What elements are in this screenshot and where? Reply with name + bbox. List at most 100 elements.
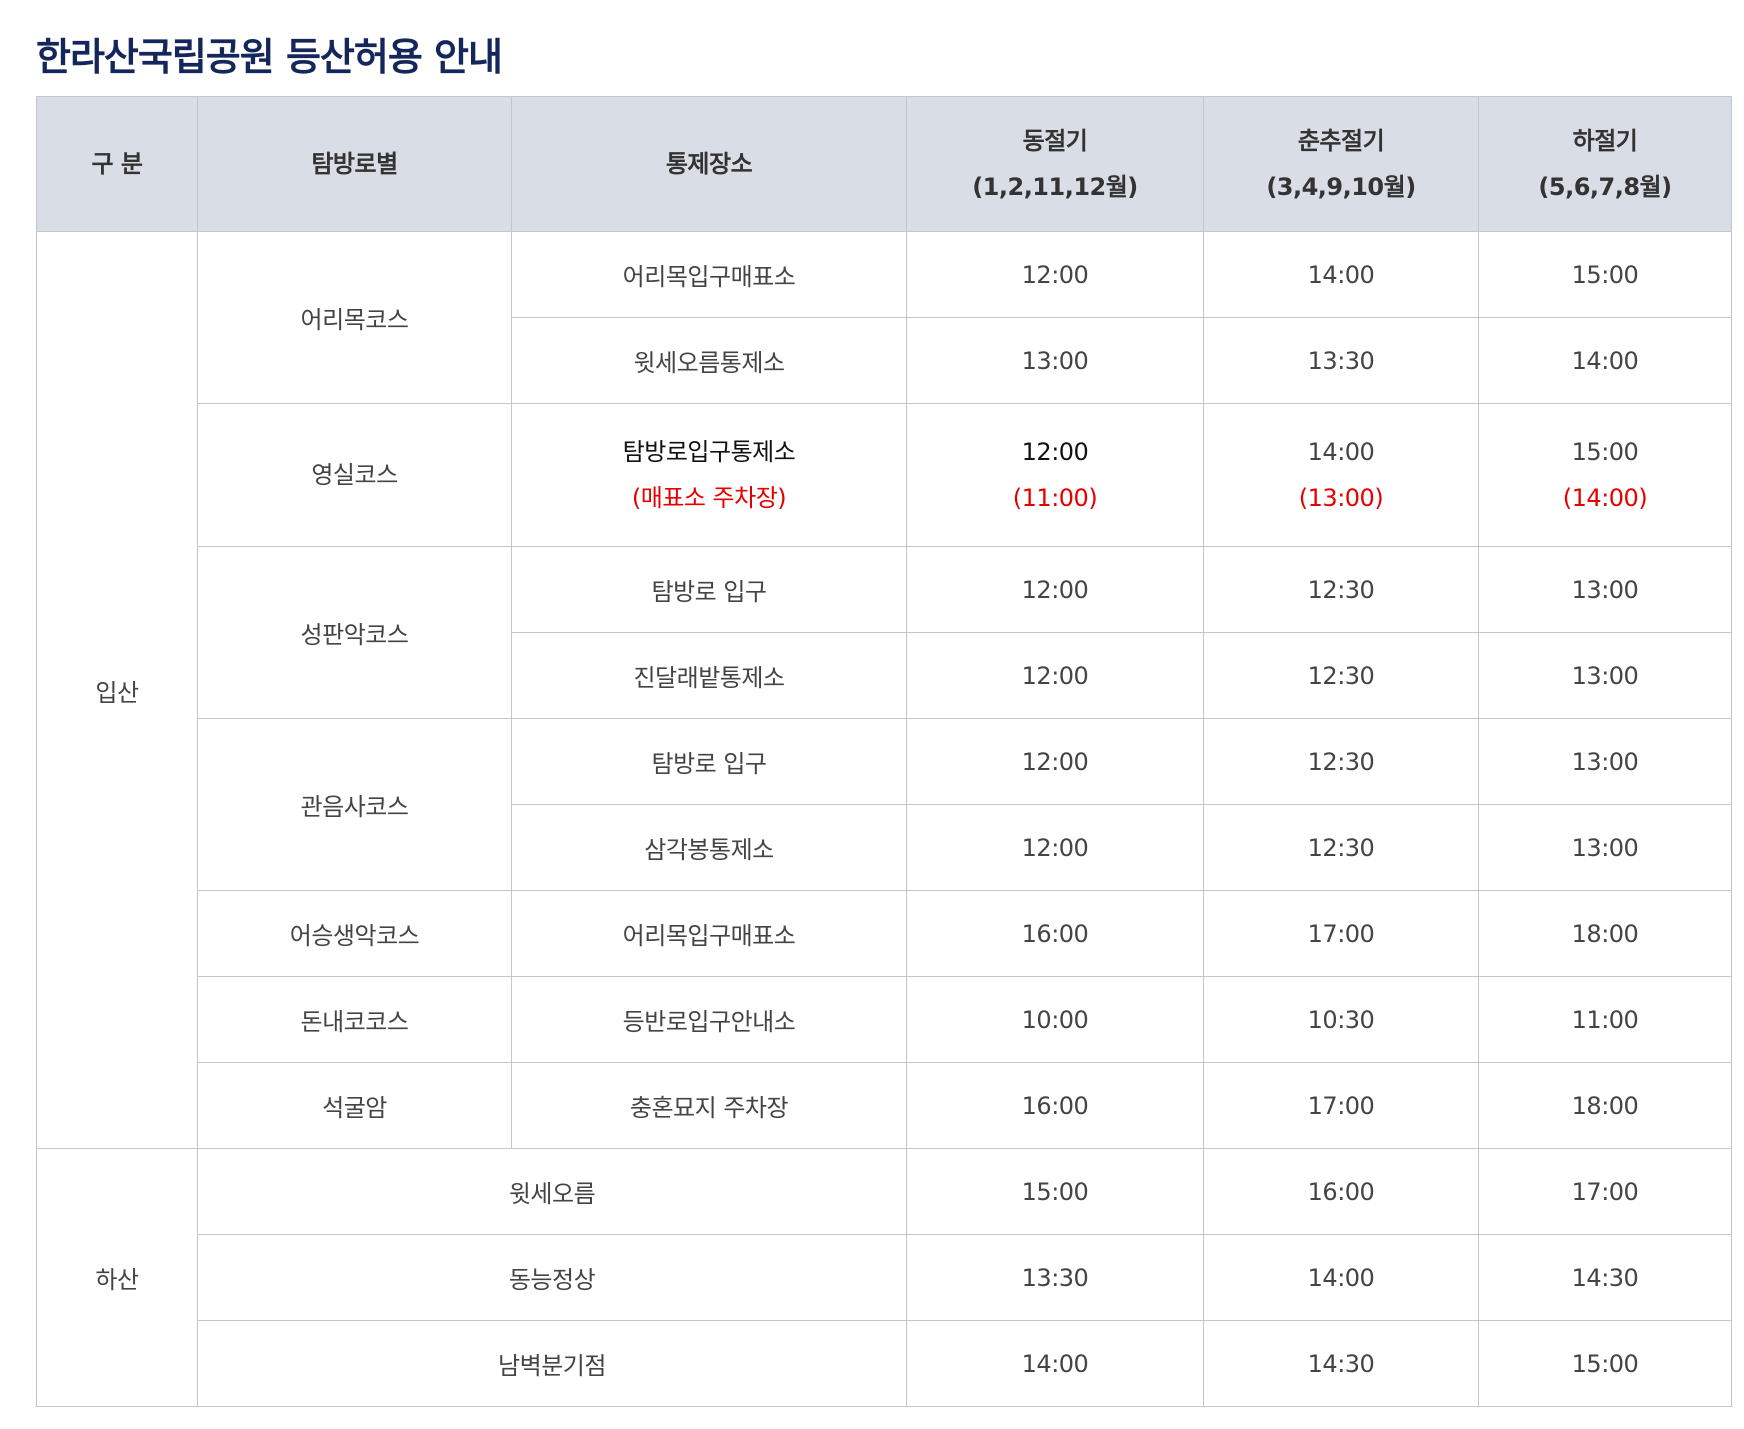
time-cell: 13:30 [906,1234,1204,1321]
time-cell: 12:00 [906,546,1204,633]
time-cell: 14:00 (13:00) [1203,403,1479,547]
header-row: 구 분 탐방로별 통제장소 동절기 (1,2,11,12월) 춘추절기 (3,4,9,… [36,96,1732,232]
time-cell: 13:30 [1203,317,1479,404]
time-cell: 12:00 [906,718,1204,805]
place-cell: 삼각봉통제소 [511,804,907,891]
table-row: 삼각봉통제소 12:00 12:30 13:00 [37,804,1732,891]
time-cell: 14:00 [1478,317,1732,404]
time: 16:00 [1021,919,1089,948]
time: 14:00 [1307,260,1375,289]
time-cell: 13:00 [1478,632,1732,719]
place-cell: 탐방로 입구 [511,718,907,805]
time: 13:00 [1571,575,1639,604]
place-name: 탐방로입구통제소 [622,438,796,466]
season-name: 하절기 [1572,127,1638,155]
place-cell: 동능정상 [197,1234,907,1321]
time-cell: 12:00 (11:00) [906,403,1204,547]
time: 18:00 [1571,1091,1639,1120]
course-cell: 어리목코스 [197,231,512,404]
place-name: 충혼묘지 주차장 [629,1094,789,1122]
time-cell: 12:00 [906,231,1204,318]
time-cell: 10:00 [906,976,1204,1063]
time: 17:00 [1307,919,1375,948]
place-name: 등반로입구안내소 [622,1008,796,1036]
table-row: 남벽분기점 14:00 14:30 15:00 [37,1320,1732,1407]
course-cell: 석굴암 [197,1062,512,1149]
season-months: (5,6,7,8월) [1538,173,1672,201]
time-cell: 12:30 [1203,718,1479,805]
page-title: 한라산국립공원 등산허용 안내 [36,35,503,79]
time-cell: 14:00 [1203,231,1479,318]
place-name: 삼각봉통제소 [644,836,774,864]
place-name: 탐방로 입구 [651,578,767,606]
place-cell: 윗세오름통제소 [511,317,907,404]
place-cell: 진달래밭통제소 [511,632,907,719]
table-body: 입산 어리목코스 어리목입구매표소 12:00 14:00 15:00 윗세오름통제소 13:… [36,231,1732,1407]
time: 13:00 [1021,346,1089,375]
time-cell: 11:00 [1478,976,1732,1063]
header-cell: 동절기 (1,2,11,12월) [906,96,1204,232]
time: 14:00 [1307,438,1375,466]
place-name: 어리목입구매표소 [622,263,796,291]
time-cell: 18:00 [1478,890,1732,977]
time-cell: 15:00 [1478,231,1732,318]
course-cell: 성판악코스 [197,546,512,719]
time-cell: 17:00 [1478,1148,1732,1235]
season-name: 춘추절기 [1297,127,1385,155]
time: 12:00 [1021,575,1089,604]
group-cell: 입산 [36,231,198,1149]
place-name: 어리목입구매표소 [622,922,796,950]
time-cell: 15:00 (14:00) [1478,403,1732,547]
course-cell: 관음사코스 [197,718,512,891]
time: 15:00 [1571,438,1639,466]
time-cell: 10:30 [1203,976,1479,1063]
time-cell: 12:30 [1203,632,1479,719]
header-cell: 탐방로별 [197,96,512,232]
place-note: (매표소 주차장) [631,484,787,512]
header-cell: 하절기 (5,6,7,8월) [1478,96,1732,232]
table-row: 진달래밭통제소 12:00 12:30 13:00 [37,632,1732,719]
time-cell: 14:30 [1203,1320,1479,1407]
time-cell: 12:00 [906,632,1204,719]
time-cell: 16:00 [1203,1148,1479,1235]
time-note: (11:00) [1012,484,1098,512]
time-cell: 15:00 [906,1148,1204,1235]
season-name: 동절기 [1022,127,1088,155]
place-cell: 남벽분기점 [197,1320,907,1407]
time-cell: 16:00 [906,890,1204,977]
place-cell: 윗세오름 [197,1148,907,1235]
course-cell: 어승생악코스 [197,890,512,977]
table-row: 동능정상 13:30 14:00 14:30 [37,1234,1732,1321]
time: 12:00 [1021,661,1089,690]
header-cell: 춘추절기 (3,4,9,10월) [1203,96,1479,232]
place-cell: 어리목입구매표소 [511,231,907,318]
course-cell: 돈내코코스 [197,976,512,1063]
time: 18:00 [1571,919,1639,948]
place-cell: 어리목입구매표소 [511,890,907,977]
time: 12:30 [1307,747,1375,776]
time: 12:00 [1021,260,1089,289]
place-cell: 등반로입구안내소 [511,976,907,1063]
season-months: (3,4,9,10월) [1266,173,1416,201]
place-name: 진달래밭통제소 [633,664,785,692]
time: 14:00 [1571,346,1639,375]
time-cell: 14:30 [1478,1234,1732,1321]
season-months: (1,2,11,12월) [972,173,1138,201]
time-cell: 17:00 [1203,1062,1479,1149]
table-row: 성판악코스 탐방로 입구 12:00 12:30 13:00 [37,546,1732,719]
time: 10:00 [1021,1005,1089,1034]
time: 15:00 [1571,260,1639,289]
place-cell: 탐방로입구통제소 (매표소 주차장) [511,403,907,547]
time-cell: 18:00 [1478,1062,1732,1149]
time-cell: 17:00 [1203,890,1479,977]
time: 12:30 [1307,661,1375,690]
table-row: 입산 어리목코스 어리목입구매표소 12:00 14:00 15:00 [36,231,1732,1149]
time-cell: 13:00 [906,317,1204,404]
table-row: 석굴암 충혼묘지 주차장 16:00 17:00 18:00 [37,1062,1732,1149]
time-cell: 13:00 [1478,804,1732,891]
time: 12:00 [1021,833,1089,862]
time: 13:30 [1307,346,1375,375]
time-cell: 13:00 [1478,546,1732,633]
time: 11:00 [1571,1005,1639,1034]
